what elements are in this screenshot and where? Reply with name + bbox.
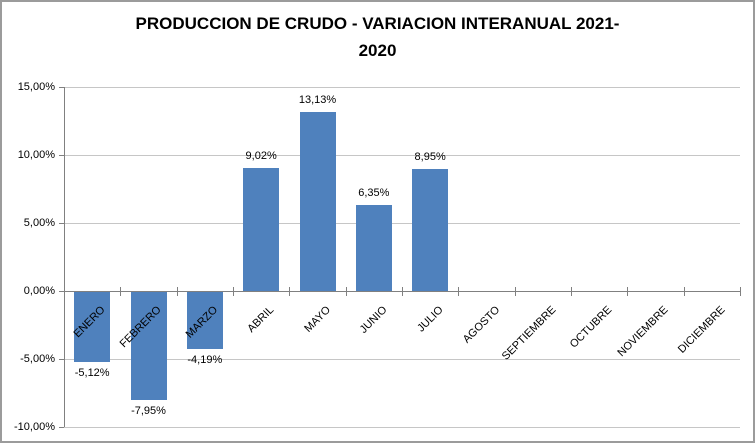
x-tick-label-junio: JUNIO bbox=[357, 304, 390, 336]
x-axis-tick bbox=[176, 287, 178, 296]
x-axis-tick bbox=[627, 287, 629, 296]
x-tick-label-mayo: MAYO bbox=[302, 304, 333, 335]
x-axis-tick bbox=[683, 287, 685, 296]
x-axis-tick bbox=[289, 287, 291, 296]
bar-marzo bbox=[186, 292, 223, 349]
data-label-junio: 6,35% bbox=[358, 186, 390, 199]
y-axis-tick bbox=[59, 426, 64, 428]
bar-enero bbox=[74, 292, 111, 362]
y-tick-label: -10,00% bbox=[14, 421, 55, 433]
x-axis-tick bbox=[458, 287, 460, 296]
x-axis-tick bbox=[233, 287, 234, 296]
x-tick-label-octubre: OCTUBRE bbox=[568, 304, 615, 351]
y-axis-tick bbox=[59, 222, 64, 224]
y-gridline bbox=[64, 426, 740, 428]
x-tick-label-diciembre: DICIEMBRE bbox=[675, 304, 728, 356]
y-axis-tick bbox=[59, 86, 64, 88]
y-tick-label: 5,00% bbox=[23, 217, 55, 229]
y-gridline bbox=[64, 222, 740, 224]
y-axis-line bbox=[64, 87, 65, 427]
data-label-mayo: 13,13% bbox=[298, 94, 337, 107]
chart-title: PRODUCCION DE CRUDO - VARIACION INTERANU… bbox=[2, 10, 753, 64]
x-axis-tick bbox=[514, 287, 516, 296]
x-axis-tick bbox=[740, 287, 741, 296]
data-label-julio: 8,95% bbox=[414, 151, 446, 164]
x-tick-label-agosto: AGOSTO bbox=[460, 304, 502, 346]
x-tick-label-julio: JULIO bbox=[415, 304, 446, 335]
chart-title-line1: PRODUCCION DE CRUDO - VARIACION INTERANU… bbox=[135, 14, 620, 33]
y-axis-tick bbox=[59, 154, 64, 156]
data-label-marzo: -4,19% bbox=[187, 353, 223, 366]
y-tick-label: 10,00% bbox=[17, 149, 55, 161]
y-axis-tick bbox=[59, 290, 64, 292]
y-tick-label: 15,00% bbox=[17, 81, 55, 93]
y-axis-tick bbox=[59, 358, 64, 360]
bar-febrero bbox=[130, 292, 167, 401]
x-tick-label-abril: ABRIL bbox=[245, 304, 277, 335]
x-axis-tick bbox=[571, 287, 572, 296]
x-axis-tick bbox=[64, 287, 65, 296]
y-gridline bbox=[64, 86, 740, 88]
x-tick-label-noviembre: NOVIEMBRE bbox=[615, 304, 671, 360]
data-label-febrero: -7,95% bbox=[131, 405, 166, 418]
data-label-enero: -5,12% bbox=[74, 366, 110, 379]
chart-title-line2: 2020 bbox=[358, 41, 397, 60]
bar-abril bbox=[243, 168, 280, 291]
data-label-abril: 9,02% bbox=[245, 150, 277, 163]
y-tick-label: 0,00% bbox=[23, 285, 55, 297]
x-axis-tick bbox=[402, 287, 403, 296]
y-gridline bbox=[64, 154, 740, 156]
y-tick-label: -5,00% bbox=[20, 353, 55, 365]
x-axis-tick bbox=[345, 287, 347, 296]
bar-julio bbox=[412, 169, 449, 291]
x-axis-tick bbox=[120, 287, 122, 296]
x-tick-label-septiembre: SEPTIEMBRE bbox=[499, 304, 559, 363]
bar-mayo bbox=[299, 112, 336, 291]
bar-junio bbox=[355, 204, 392, 291]
y-gridline bbox=[64, 358, 740, 360]
